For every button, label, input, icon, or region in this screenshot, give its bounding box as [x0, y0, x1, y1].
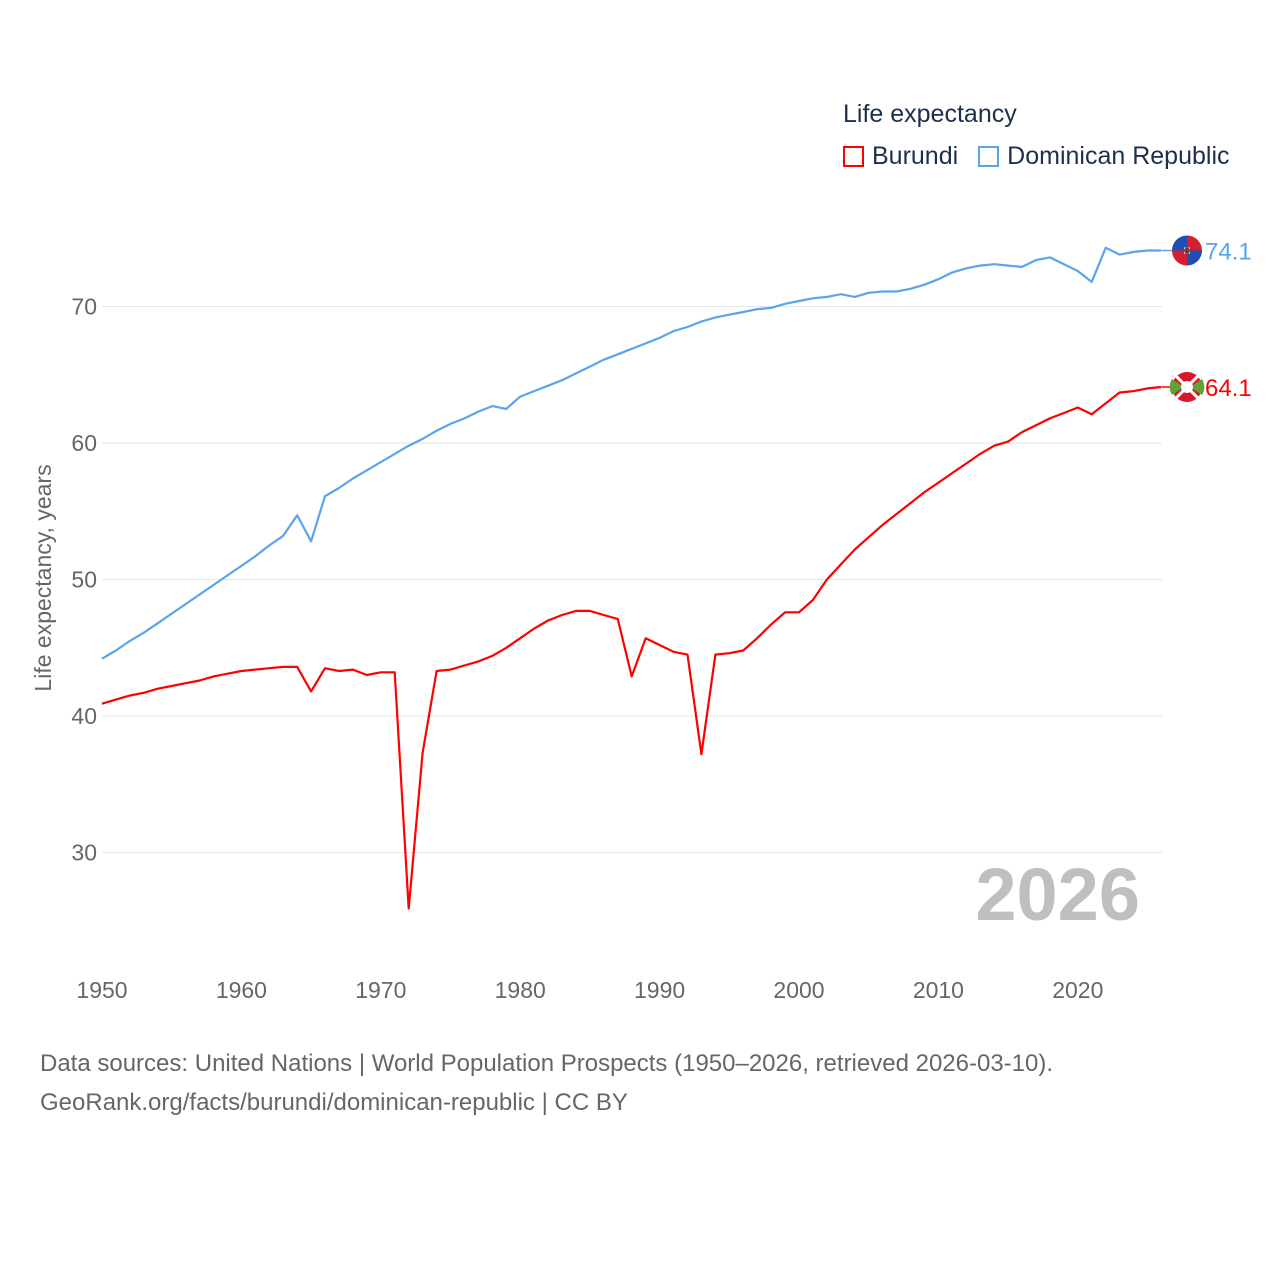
x-tick-label: 1980	[495, 977, 546, 1003]
x-tick-label: 1970	[355, 977, 406, 1003]
legend-title: Life expectancy	[843, 100, 1017, 128]
x-tick-label: 1990	[634, 977, 685, 1003]
end-value-label-burundi: 64.1	[1205, 375, 1252, 402]
flag-burundi-icon	[1169, 372, 1205, 403]
y-tick-label: 50	[71, 567, 97, 593]
source-link[interactable]: GeoRank.org/facts/burundi/dominican-repu…	[40, 1089, 628, 1116]
legend-label-dominican-republic: Dominican Republic	[1007, 142, 1230, 170]
legend-swatch-burundi	[843, 146, 864, 167]
y-tick-label: 30	[71, 840, 97, 866]
flag-disc	[1181, 381, 1193, 394]
flag-side	[1169, 379, 1184, 396]
flag-quarter	[1187, 235, 1202, 251]
legend: Burundi Dominican Republic	[843, 142, 1250, 171]
flag-quarter	[1187, 250, 1202, 266]
flag-dominican-republic-icon	[1172, 235, 1202, 266]
x-tick-label: 1950	[76, 977, 127, 1003]
footer: Data sources: United Nations | World Pop…	[40, 1044, 1053, 1122]
series-line-dominican-republic	[101, 246, 1162, 660]
y-tick-label: 40	[71, 703, 97, 729]
flag-quarter	[1172, 250, 1187, 266]
legend-label-burundi: Burundi	[872, 142, 959, 170]
y-axis-label: Life expectancy, years	[30, 464, 56, 691]
x-tick-label: 2000	[773, 977, 824, 1003]
flag-side	[1190, 379, 1205, 396]
flag-quarter	[1172, 235, 1187, 251]
legend-swatch-dominican-republic	[978, 146, 1000, 167]
end-value-label-dominican-republic: 74.1	[1205, 239, 1252, 266]
x-tick-label: 2010	[913, 977, 964, 1003]
flag-emblem	[1184, 247, 1190, 254]
legend-item-burundi[interactable]: Burundi	[843, 142, 958, 171]
x-tick-label: 2020	[1052, 977, 1103, 1003]
y-tick-label: 60	[71, 430, 97, 456]
legend-item-dominican-republic[interactable]: Dominican Republic	[978, 142, 1230, 171]
series-line-burundi	[101, 385, 1162, 910]
year-watermark: 2026	[975, 853, 1140, 936]
data-source-text: Data sources: United Nations | World Pop…	[40, 1050, 1054, 1077]
x-tick-label: 1960	[216, 977, 267, 1003]
y-tick-label: 70	[71, 294, 97, 320]
